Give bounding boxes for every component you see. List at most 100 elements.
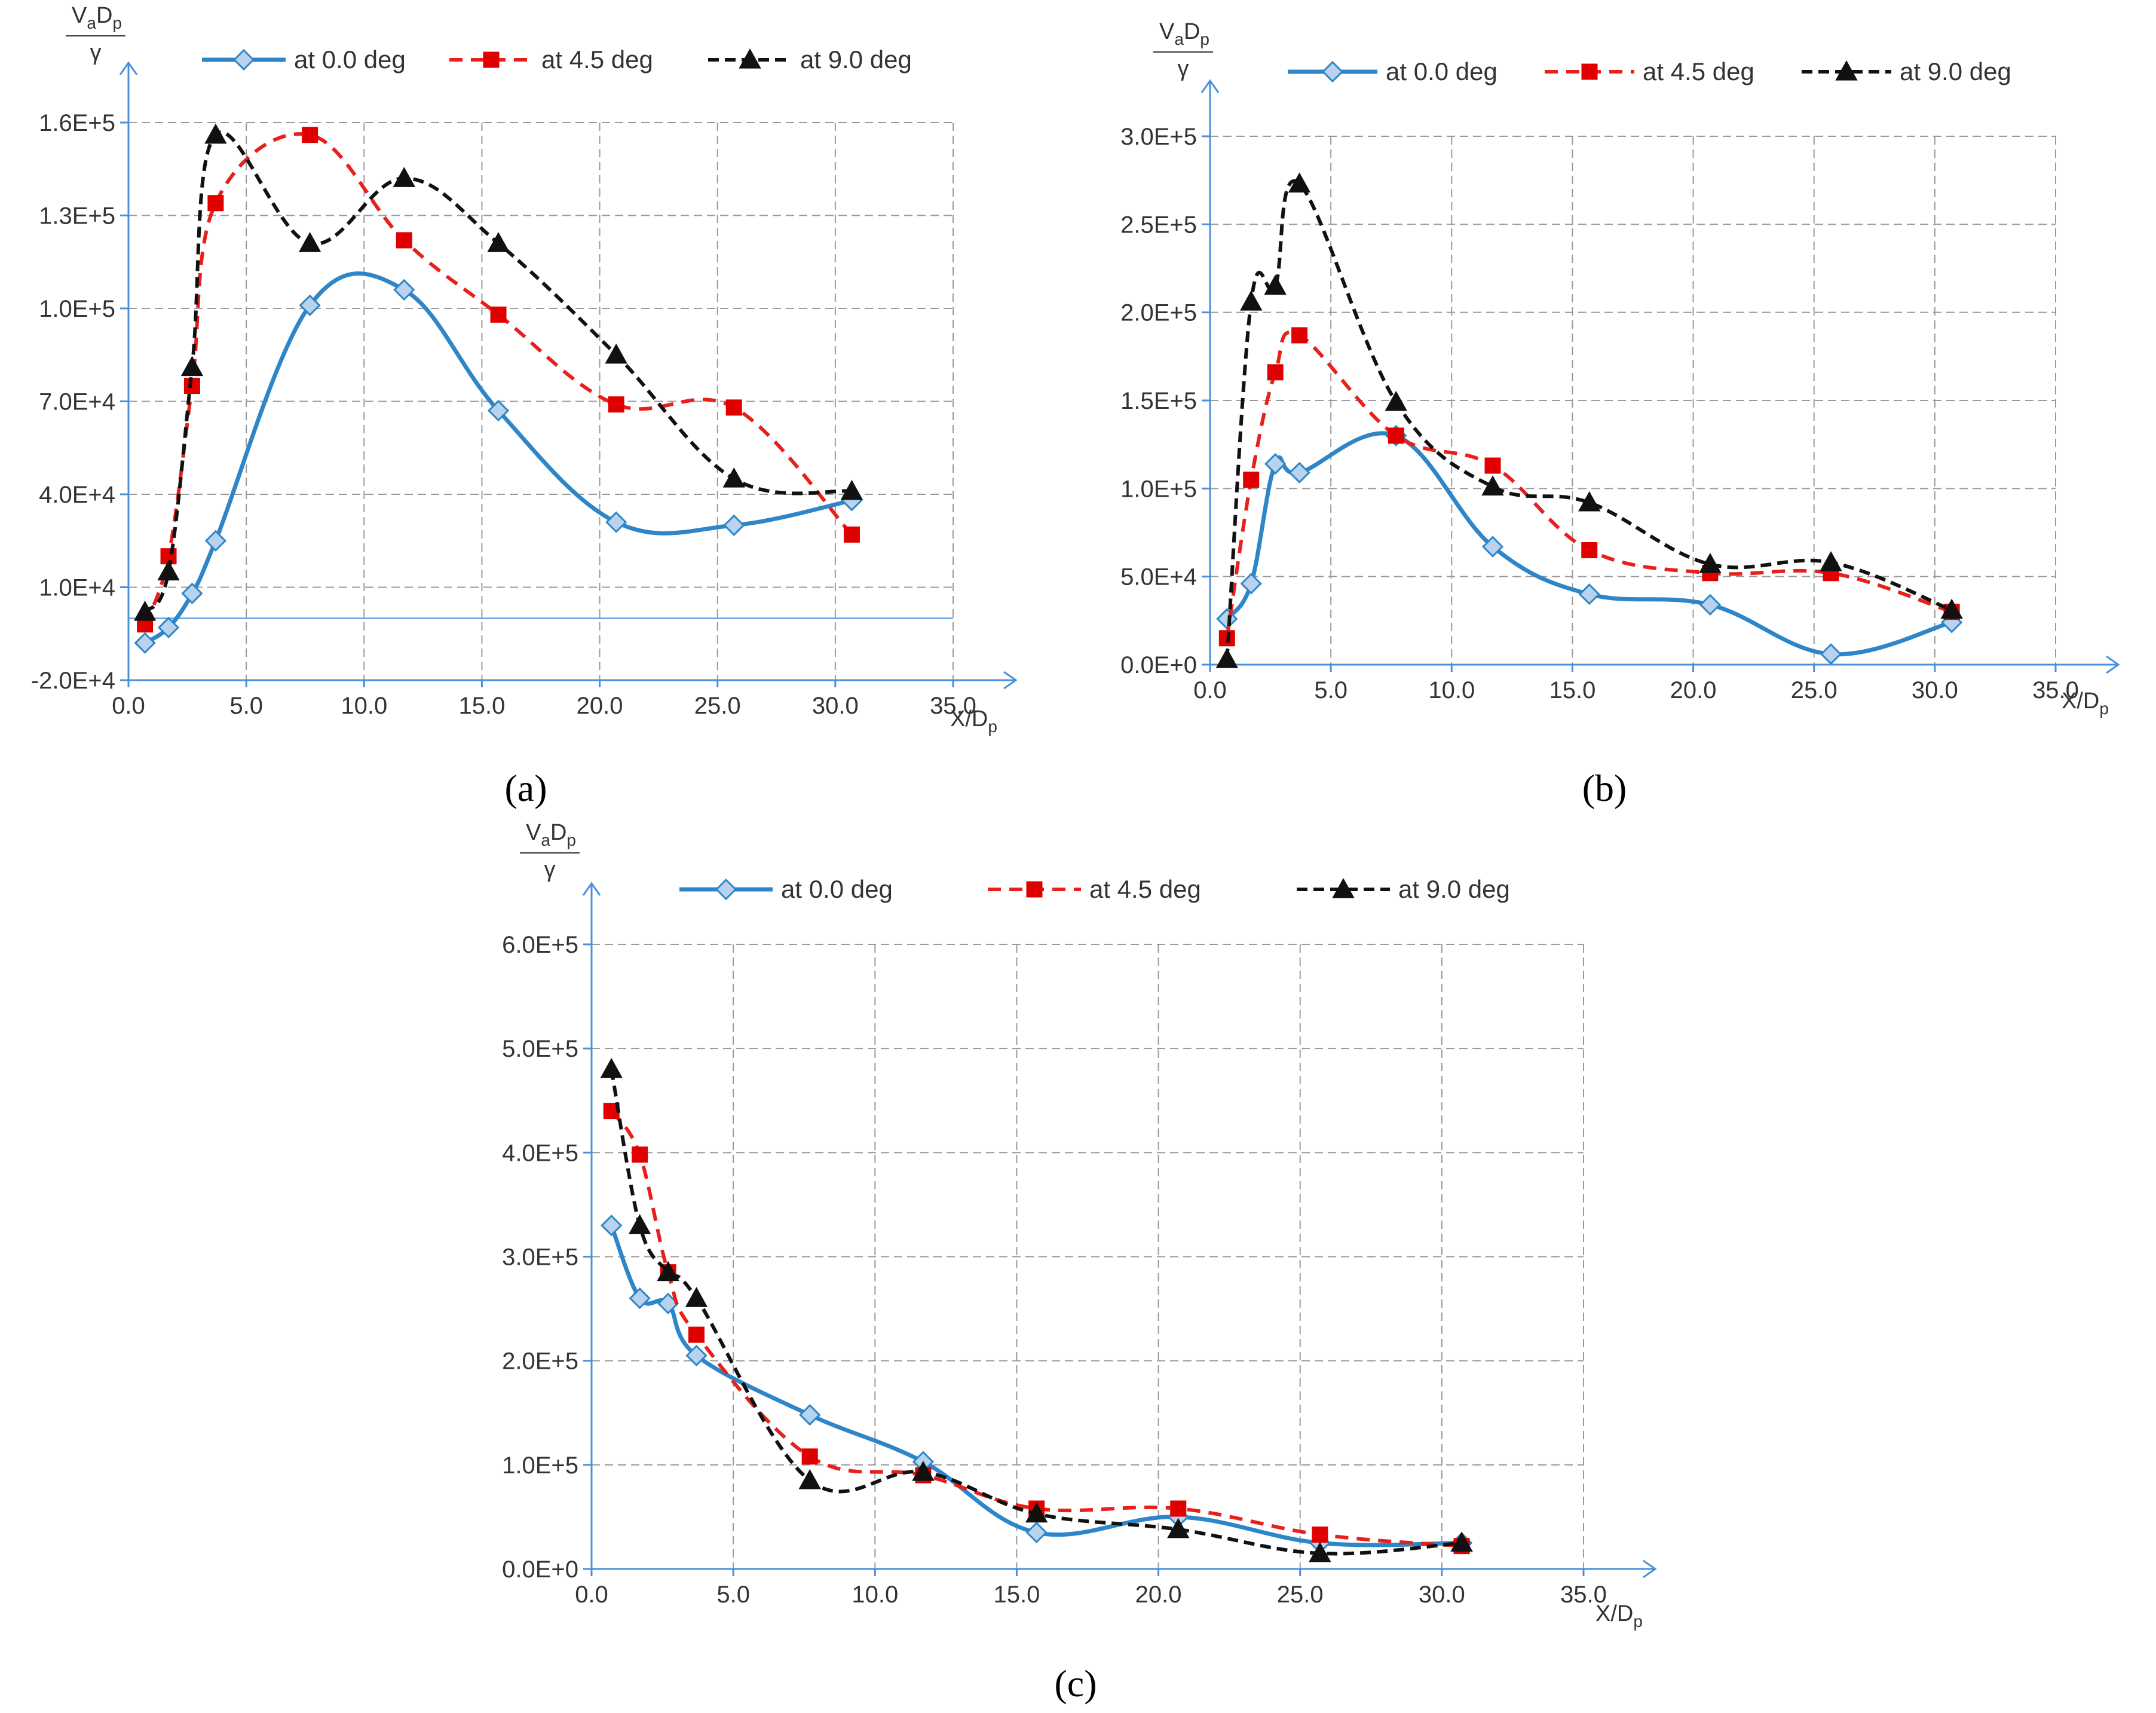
series-line-1 bbox=[143, 132, 853, 625]
legend-label-0: at 0.0 deg bbox=[1386, 57, 1497, 85]
data-point-90deg bbox=[1025, 1502, 1048, 1523]
x-tick-label: 10.0 bbox=[1428, 677, 1475, 703]
y-tick-label: 1.0E+5 bbox=[1120, 476, 1197, 502]
y-tick-label: 5.0E+5 bbox=[502, 1036, 578, 1062]
x-tick-label: 5.0 bbox=[229, 693, 263, 719]
y-tick-label: 6.0E+5 bbox=[502, 932, 578, 958]
data-point-45deg bbox=[207, 195, 224, 212]
data-point-90deg bbox=[798, 1469, 821, 1489]
y-tick-label: 5.0E+4 bbox=[1120, 564, 1197, 591]
data-point-45deg bbox=[396, 232, 412, 249]
data-point-90deg bbox=[657, 1261, 679, 1281]
data-point-90deg bbox=[133, 600, 157, 621]
y-tick-label: 7.0E+4 bbox=[39, 389, 115, 415]
data-point-45deg bbox=[1484, 457, 1501, 474]
x-tick-label: 5.0 bbox=[716, 1582, 750, 1608]
x-axis-title: X/Dp bbox=[1595, 1601, 1643, 1631]
x-tick-label: 35.0 bbox=[1560, 1582, 1607, 1608]
legend-label-0: at 0.0 deg bbox=[781, 875, 893, 903]
data-point-90deg bbox=[840, 479, 863, 500]
data-point-0deg bbox=[157, 616, 180, 639]
legend-label-1: at 4.5 deg bbox=[1643, 57, 1754, 85]
data-point-45deg bbox=[1243, 472, 1260, 488]
y-tick-label: 1.5E+5 bbox=[1120, 388, 1197, 414]
data-point-90deg bbox=[912, 1460, 935, 1481]
data-point-0deg bbox=[1288, 461, 1310, 484]
x-tick-label: 25.0 bbox=[1791, 677, 1838, 703]
series-line-1 bbox=[1225, 330, 1953, 639]
x-tick-label: 20.0 bbox=[1135, 1582, 1182, 1608]
series-2 bbox=[133, 123, 863, 621]
data-point-0deg bbox=[685, 1344, 708, 1367]
y-axis-title-numerator: VaDp bbox=[1159, 19, 1209, 48]
x-tick-label: 30.0 bbox=[812, 693, 859, 719]
x-tick-label: 15.0 bbox=[458, 693, 505, 719]
x-tick-label: 0.0 bbox=[1193, 677, 1227, 703]
data-point-90deg bbox=[1309, 1541, 1331, 1562]
data-point-0deg bbox=[1025, 1521, 1048, 1544]
y-axis-title-denominator: γ bbox=[90, 40, 102, 65]
data-point-0deg bbox=[299, 294, 321, 316]
y-tick-label: 3.0E+5 bbox=[502, 1244, 578, 1271]
data-point-90deg bbox=[685, 1287, 708, 1307]
grid bbox=[592, 944, 1584, 1569]
y-tick-label: 2.0E+5 bbox=[502, 1348, 578, 1375]
x-tick-label: 20.0 bbox=[577, 693, 623, 719]
data-point-0deg bbox=[1699, 594, 1721, 616]
data-point-0deg bbox=[605, 511, 627, 533]
y-tick-label: 4.0E+4 bbox=[39, 482, 115, 508]
x-tick-label: 15.0 bbox=[993, 1582, 1040, 1608]
y-tick-label: 4.0E+5 bbox=[502, 1140, 578, 1166]
data-point-90deg bbox=[1940, 598, 1963, 619]
data-point-45deg bbox=[843, 526, 860, 543]
legend-marker-1 bbox=[1026, 881, 1043, 898]
data-point-45deg bbox=[725, 399, 742, 416]
data-point-90deg bbox=[1699, 552, 1722, 573]
data-point-90deg bbox=[1450, 1531, 1473, 1552]
legend-label-0: at 0.0 deg bbox=[294, 45, 406, 74]
legend-label-1: at 4.5 deg bbox=[1089, 875, 1201, 903]
data-point-0deg bbox=[601, 1215, 623, 1237]
x-axis-title: X/Dp bbox=[950, 706, 997, 736]
x-tick-label: 35.0 bbox=[2032, 677, 2079, 703]
legend-marker-1 bbox=[483, 51, 500, 68]
data-point-0deg bbox=[723, 514, 745, 536]
series-1 bbox=[137, 127, 860, 633]
legend: at 0.0 deg at 4.5 deg at 9.0 deg bbox=[202, 45, 912, 74]
data-point-45deg bbox=[490, 306, 507, 323]
data-point-45deg bbox=[688, 1326, 705, 1343]
data-point-0deg bbox=[487, 399, 510, 422]
data-point-90deg bbox=[1215, 648, 1238, 668]
y-axis-title-numerator: VaDp bbox=[72, 3, 122, 32]
data-point-45deg bbox=[608, 396, 624, 413]
data-point-0deg bbox=[1578, 583, 1600, 605]
x-tick-label: 0.0 bbox=[575, 1582, 608, 1608]
data-point-90deg bbox=[1264, 274, 1287, 295]
y-axis-arrow-icon bbox=[582, 882, 601, 896]
legend-marker-2 bbox=[1332, 877, 1355, 898]
data-point-0deg bbox=[799, 1404, 821, 1426]
legend: at 0.0 deg at 4.5 deg at 9.0 deg bbox=[1288, 57, 2011, 85]
y-tick-label: 3.0E+5 bbox=[1120, 124, 1197, 150]
data-point-90deg bbox=[180, 356, 204, 377]
legend-marker-0 bbox=[1321, 60, 1344, 83]
series-line-2 bbox=[610, 1069, 1462, 1556]
legend-label-2: at 9.0 deg bbox=[800, 45, 912, 74]
legend-marker-0 bbox=[232, 48, 255, 71]
data-point-90deg bbox=[605, 343, 627, 364]
y-tick-label: 0.0E+0 bbox=[502, 1556, 578, 1583]
data-point-0deg bbox=[629, 1287, 651, 1310]
chart-c: 0.0E+0 1.0E+5 2.0E+5 3.0E+5 4.0E+5 5.0E+5 6.0E… bbox=[502, 820, 1657, 1705]
legend-marker-0 bbox=[715, 878, 737, 901]
data-point-90deg bbox=[1481, 475, 1504, 495]
panel-caption: (a) bbox=[504, 767, 547, 809]
data-point-0deg bbox=[1264, 452, 1287, 475]
data-point-90deg bbox=[487, 232, 510, 252]
y-axis-title-denominator: γ bbox=[1178, 56, 1189, 81]
data-point-90deg bbox=[393, 167, 416, 187]
legend-marker-2 bbox=[739, 48, 761, 69]
legend-marker-1 bbox=[1581, 63, 1598, 80]
data-point-0deg bbox=[1240, 573, 1262, 595]
y-tick-label: 0.0E+0 bbox=[1120, 652, 1197, 678]
